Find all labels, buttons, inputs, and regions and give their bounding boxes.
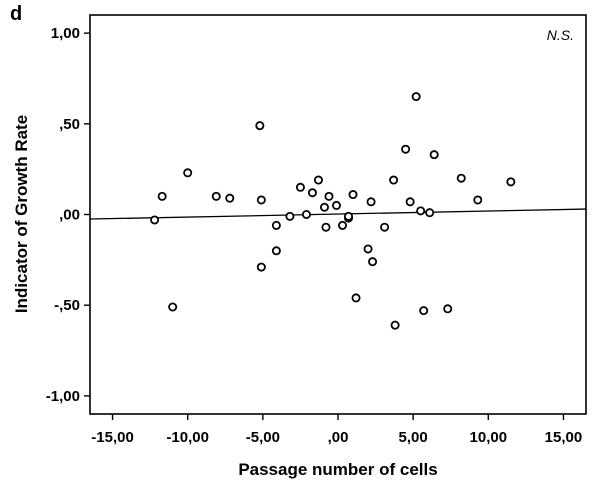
data-point (429, 150, 439, 160)
data-point (183, 168, 193, 178)
data-point (168, 302, 178, 312)
data-point (456, 173, 466, 183)
data-point (405, 197, 415, 207)
x-tick-label: ,00 (328, 429, 349, 446)
data-point (401, 144, 411, 154)
data-point (331, 200, 341, 210)
data-points (150, 92, 516, 330)
x-tick-label: 15,00 (545, 429, 583, 446)
data-point (411, 92, 421, 102)
y-axis: 1,00 ,50 ,00 -,50 -1,00 (46, 25, 90, 405)
data-point (506, 177, 516, 187)
regression-line (89, 208, 587, 220)
panel-label: d (10, 3, 22, 25)
data-point (363, 244, 373, 254)
data-point (285, 211, 295, 221)
x-axis-title: Passage number of cells (238, 460, 437, 479)
data-point (389, 175, 399, 185)
data-point (419, 306, 429, 316)
data-point (150, 215, 160, 225)
significance-annotation: N.S. (547, 27, 574, 43)
data-point (255, 121, 265, 131)
x-tick-label: -10,00 (166, 429, 209, 446)
data-point (473, 195, 483, 205)
data-point (225, 193, 235, 203)
data-point (324, 191, 334, 201)
data-point (313, 175, 323, 185)
data-point (157, 191, 167, 201)
data-point (271, 220, 281, 230)
x-tick-label: -5,00 (246, 429, 280, 446)
data-point (390, 320, 400, 330)
data-point (319, 202, 329, 212)
data-point (366, 197, 376, 207)
y-axis-title: Indicator of Growth Rate (12, 115, 31, 313)
data-point (344, 211, 354, 221)
x-tick-label: 10,00 (470, 429, 508, 446)
data-point (425, 208, 435, 218)
y-tick-label: -,50 (54, 297, 80, 314)
x-tick-label: -15,00 (91, 429, 134, 446)
x-tick-label: 5,00 (399, 429, 428, 446)
x-axis: -15,00 -10,00 -5,00 ,00 5,00 10,00 15,00 (91, 414, 582, 446)
data-point (348, 190, 358, 200)
data-point (338, 220, 348, 230)
data-point (256, 195, 266, 205)
data-point (368, 257, 378, 267)
data-point (301, 209, 311, 219)
data-point (443, 304, 453, 314)
y-tick-label: ,50 (59, 116, 80, 133)
data-point (351, 293, 361, 303)
y-tick-label: 1,00 (51, 25, 80, 42)
data-point (271, 246, 281, 256)
data-point (211, 191, 221, 201)
data-point (416, 206, 426, 216)
data-point (256, 262, 266, 272)
data-point (307, 188, 317, 198)
data-point (321, 222, 331, 232)
data-point (295, 182, 305, 192)
y-tick-label: ,00 (59, 207, 80, 224)
data-point (380, 222, 390, 232)
y-tick-label: -1,00 (46, 388, 80, 405)
